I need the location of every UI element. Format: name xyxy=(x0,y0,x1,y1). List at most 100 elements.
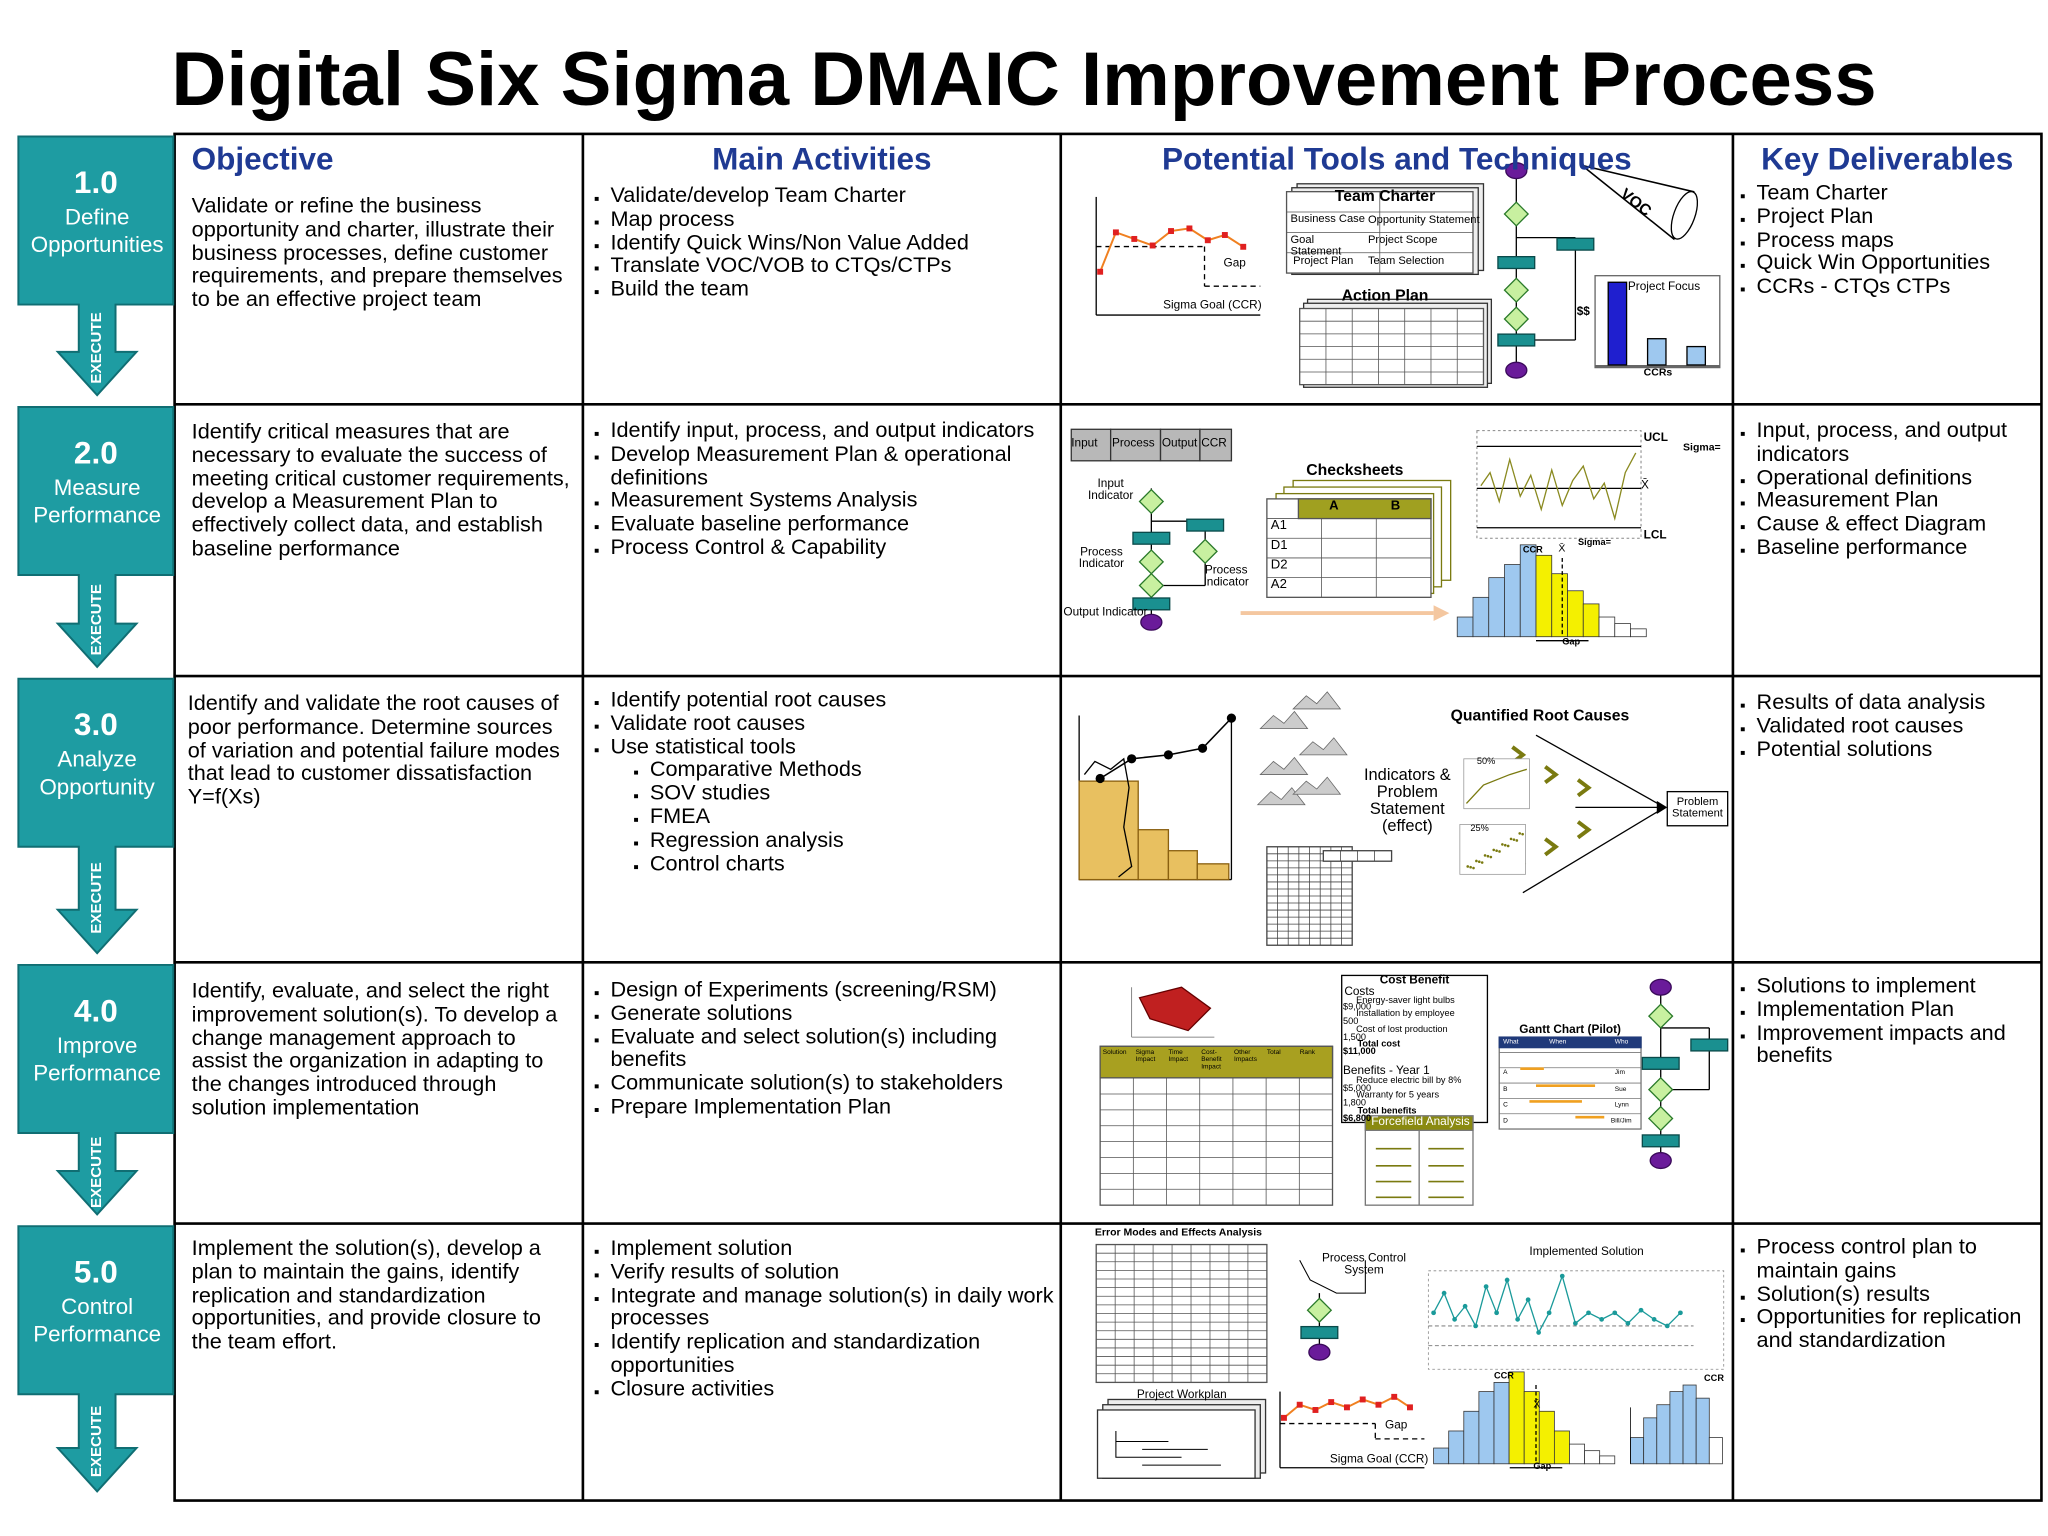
activity: Develop Measurement Plan & operational d… xyxy=(610,442,1063,490)
tool-label: Opportunity Statement xyxy=(1367,212,1480,226)
flow-terminal xyxy=(1649,978,1672,996)
sketch-box xyxy=(1607,281,1628,366)
deliverable: CCRs - CTQs CTPs xyxy=(1757,275,2046,299)
sketch-path xyxy=(1576,778,1592,798)
activity: Verify results of solution xyxy=(610,1260,1063,1284)
sketch-box xyxy=(1375,1401,1382,1408)
scatter-dot xyxy=(1501,843,1504,846)
sketch-box xyxy=(1300,1325,1339,1340)
tool-label: Costs xyxy=(1344,984,1375,998)
sketch-box xyxy=(1472,596,1490,638)
sketch-path xyxy=(1099,717,1232,780)
run-dot xyxy=(1536,1330,1541,1335)
sketch-path xyxy=(1299,1260,1366,1294)
sketch-box xyxy=(1695,1397,1710,1465)
run-dot xyxy=(1473,1323,1478,1329)
sketch-box xyxy=(1488,577,1505,638)
activity: Process Control & Capability xyxy=(610,536,1063,560)
flow-decision xyxy=(1138,572,1165,599)
flow-decision xyxy=(1503,306,1530,332)
sketch-box xyxy=(1598,616,1616,638)
sub-activities: Comparative MethodsSOV studiesFMEARegres… xyxy=(610,758,1064,876)
sub-activity: FMEA xyxy=(650,805,1064,829)
tool-label: Process xyxy=(1111,435,1155,449)
phase-name: Analyze xyxy=(57,746,137,772)
activity: Generate solutions xyxy=(610,1002,1063,1026)
pareto-dot xyxy=(1127,754,1137,764)
deliverable: Cause & effect Diagram xyxy=(1757,513,2046,537)
sketch-box xyxy=(1508,1371,1525,1465)
tool-label: Gap xyxy=(1562,638,1581,648)
activity: Implement solution xyxy=(610,1237,1063,1261)
sketch-path xyxy=(1480,452,1637,522)
activity: Identify replication and standardization… xyxy=(610,1330,1063,1378)
sketch-box xyxy=(1497,256,1536,270)
deliverable: Process control plan to maintain gains xyxy=(1757,1236,2046,1284)
activities: Validate/develop Team CharterMap process… xyxy=(597,184,1063,302)
tool-label: A xyxy=(1329,498,1339,514)
sketch-box xyxy=(1497,333,1536,347)
sketch-line xyxy=(1522,806,1665,894)
tool-label: Output xyxy=(1161,435,1198,449)
scatter-dot xyxy=(1492,848,1496,852)
flow-terminal xyxy=(1505,162,1528,180)
sketch-box xyxy=(1669,1391,1684,1465)
sketch-box xyxy=(1599,1455,1616,1465)
tool-label: Error Modes and Effects Analysis xyxy=(1094,1226,1263,1238)
sketch-box xyxy=(1328,1399,1335,1406)
scatter-dot xyxy=(1506,844,1510,848)
sketch-box xyxy=(1344,1404,1350,1411)
deliverable: Project Plan xyxy=(1757,205,2046,229)
scatter-dot xyxy=(1472,866,1475,870)
sketch-box xyxy=(1641,1056,1680,1070)
sketch-path xyxy=(1576,820,1592,840)
deliverable: Results of data analysis xyxy=(1757,691,2046,715)
sketch-box xyxy=(1131,235,1138,242)
activity: Closure activities xyxy=(610,1377,1063,1401)
sub-activity: Control charts xyxy=(650,852,1064,876)
run-dot xyxy=(1599,1317,1605,1322)
objective: Validate or refine the business opportun… xyxy=(191,194,563,312)
execute-label: EXECUTE xyxy=(89,1405,106,1477)
tool-label: X̄ xyxy=(1533,1398,1541,1410)
tool-label: Lynn xyxy=(1614,1101,1629,1110)
phase-name: Performance xyxy=(33,1060,162,1086)
tool-label: $11,000 xyxy=(1343,1047,1376,1057)
deliverable: Potential solutions xyxy=(1757,738,2046,762)
flow-decision xyxy=(1306,1297,1333,1323)
activity: Prepare Implementation Plan xyxy=(610,1095,1063,1119)
tool-label: Process Indicator xyxy=(1203,563,1249,589)
sketch-box xyxy=(1656,1404,1671,1465)
phase-number: 3.0 xyxy=(73,707,118,744)
phase-name: Measure xyxy=(53,475,141,501)
activity: Evaluate and select solution(s) includin… xyxy=(610,1025,1063,1073)
tool-label: Total cost xyxy=(1357,1039,1401,1049)
sketch-box xyxy=(1109,428,1162,462)
activities: Identify input, process, and output indi… xyxy=(597,419,1063,560)
tool-label: $$ xyxy=(1576,304,1590,318)
sketch-box xyxy=(1582,603,1600,638)
scatter-dot xyxy=(1483,854,1487,857)
tool-label: $5,000 xyxy=(1343,1084,1372,1094)
tool-label: Reduce electric bill by 8% xyxy=(1356,1076,1462,1086)
activity: Map process xyxy=(610,207,1063,231)
tool-label: D xyxy=(1503,1117,1508,1126)
sketch-box xyxy=(1132,531,1171,545)
activity-text: Use statistical tools xyxy=(610,734,796,759)
sketch-box xyxy=(1519,544,1537,638)
deliverable: Measurement Plan xyxy=(1757,489,2046,513)
phase-name: Opportunity xyxy=(39,774,155,800)
tool-label: Gantt Chart (Pilot) xyxy=(1519,1022,1622,1036)
sketch-path xyxy=(1544,765,1559,785)
distribution xyxy=(1298,737,1348,756)
deliverables: Input, process, and output indicatorsOpe… xyxy=(1743,419,2046,560)
activity: Identify input, process, and output indi… xyxy=(610,419,1063,443)
activity: Design of Experiments (screening/RSM) xyxy=(610,978,1063,1002)
tool-label: A1 xyxy=(1270,518,1287,534)
sketch-box xyxy=(1646,338,1667,366)
sketch-box xyxy=(1708,1437,1723,1465)
run-dot xyxy=(1559,1273,1565,1279)
tool-label: Sigma Impact xyxy=(1135,1048,1156,1064)
sketch-box xyxy=(1391,1393,1398,1400)
tool-label: Total xyxy=(1266,1048,1281,1057)
